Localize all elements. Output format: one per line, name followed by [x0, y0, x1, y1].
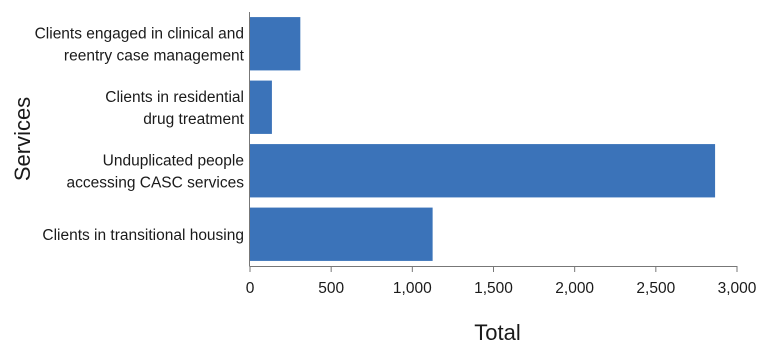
x-tick-label-5: 2,500: [636, 280, 675, 297]
x-tick-label-2: 1,000: [393, 280, 432, 297]
x-tick-label-4: 2,000: [555, 280, 594, 297]
x-tick-label-0: 0: [246, 280, 255, 297]
x-tick-label-1: 500: [318, 280, 344, 297]
category-label-1: Clients in residential drug treatment: [105, 89, 244, 128]
bar-0: [250, 17, 301, 71]
category-label-0: Clients engaged in clinical and reentry c…: [35, 25, 245, 64]
category-labels: Clients engaged in clinical and reentry c…: [35, 25, 245, 244]
x-axis-title: Total: [474, 320, 520, 345]
x-tick-label-3: 1,500: [474, 280, 513, 297]
bar-2: [250, 144, 716, 198]
x-axis-ticks: 0 500 1,000 1,500 2,000 2,500 3,000: [246, 266, 757, 297]
category-label-3: Clients in transitional housing: [42, 227, 244, 244]
bar-1: [250, 80, 272, 134]
x-tick-label-6: 3,000: [718, 280, 757, 297]
bar-3: [250, 207, 433, 261]
category-label-2: Unduplicated people accessing CASC servic…: [67, 152, 245, 191]
bars-group: [250, 17, 716, 261]
y-axis-title: Services: [10, 97, 35, 181]
